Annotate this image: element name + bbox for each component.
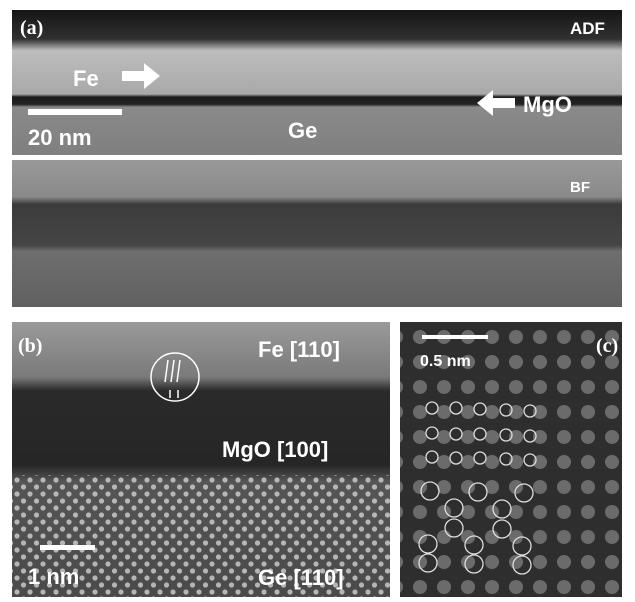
layer-label: Fe xyxy=(73,66,99,91)
panel-label: (a) xyxy=(20,17,43,39)
panel-label: (b) xyxy=(18,335,42,357)
panel-label: (c) xyxy=(596,335,618,357)
scale-label: 0.5 nm xyxy=(420,353,471,370)
scale-label: 20 nm xyxy=(28,125,92,150)
mode-label: BF xyxy=(570,179,590,196)
scale-label: 1 nm xyxy=(28,564,79,589)
scale-bar xyxy=(40,545,95,550)
layer-label: MgO [100] xyxy=(222,437,328,462)
layer-label: Ge xyxy=(288,118,317,143)
layer-label: Ge [110] xyxy=(258,565,344,590)
bf-image xyxy=(12,160,622,307)
mode-label: ADF xyxy=(570,19,605,38)
page: (a) ADF Fe MgO 20 nm Ge BF (b) Fe [110] … xyxy=(0,0,635,602)
scale-bar xyxy=(422,335,488,339)
layer-label: Fe [110] xyxy=(258,337,340,362)
scale-bar xyxy=(28,109,122,115)
layer-label: MgO xyxy=(523,92,572,117)
figure: (a) ADF Fe MgO 20 nm Ge BF (b) Fe [110] … xyxy=(0,0,635,602)
